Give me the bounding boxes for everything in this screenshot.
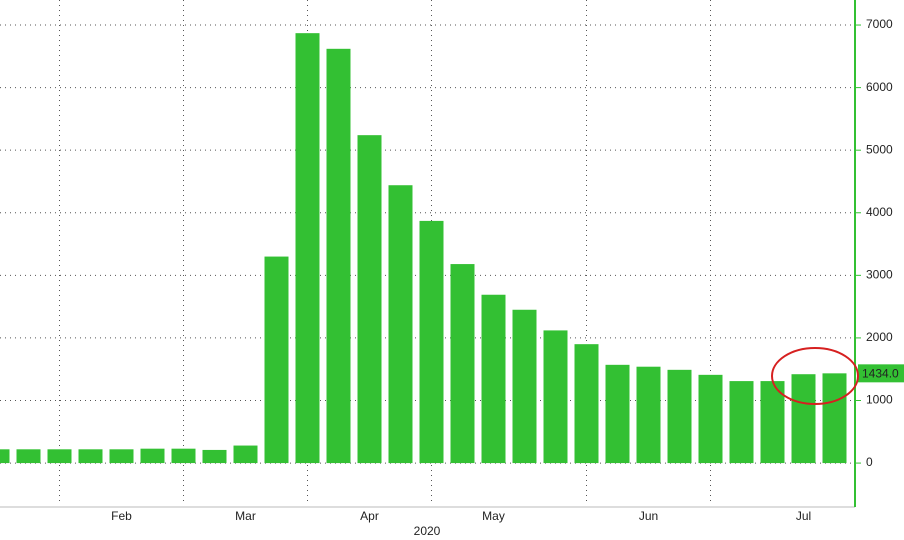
- bar: [47, 449, 72, 464]
- bar: [295, 33, 320, 464]
- x-tick-label: Feb: [111, 509, 132, 523]
- bar: [636, 366, 661, 464]
- bar: [0, 449, 10, 464]
- x-tick-label: Jun: [639, 509, 658, 523]
- y-tick-label: 1000: [866, 393, 893, 407]
- bar: [760, 381, 785, 464]
- bar: [140, 448, 165, 464]
- x-axis-label: 2020: [414, 524, 441, 538]
- bar: [326, 48, 351, 464]
- y-tick-label: 6000: [866, 80, 893, 94]
- bar: [729, 381, 754, 464]
- value-label-box: [858, 364, 904, 383]
- x-tick-label: Apr: [360, 509, 379, 523]
- bar: [791, 374, 816, 464]
- bar: [822, 373, 847, 464]
- bar: [512, 309, 537, 464]
- x-tick-label: Mar: [235, 509, 256, 523]
- y-tick-label: 4000: [866, 205, 893, 219]
- y-tick-label: 7000: [866, 17, 893, 31]
- x-tick-label: May: [482, 509, 505, 523]
- bar: [419, 220, 444, 464]
- bar: [16, 449, 41, 464]
- y-tick-label: 5000: [866, 142, 893, 156]
- value-label: 1434.0: [862, 367, 899, 381]
- bar: [543, 330, 568, 464]
- bar: [233, 445, 258, 464]
- bar: [450, 264, 475, 464]
- bar: [481, 294, 506, 464]
- bar: [667, 369, 692, 464]
- highlight-ellipse: [771, 347, 859, 405]
- bar: [171, 448, 196, 464]
- bar: [264, 256, 289, 464]
- bar: [698, 374, 723, 464]
- y-tick-label: 0: [866, 455, 873, 469]
- y-tick-label: 3000: [866, 268, 893, 282]
- bar: [202, 449, 227, 464]
- bar: [78, 449, 103, 464]
- bar: [109, 449, 134, 464]
- x-tick-label: Jul: [796, 509, 811, 523]
- bar: [605, 364, 630, 464]
- bar: [574, 344, 599, 464]
- bar: [388, 185, 413, 464]
- y-tick-label: 2000: [866, 330, 893, 344]
- bar: [357, 135, 382, 464]
